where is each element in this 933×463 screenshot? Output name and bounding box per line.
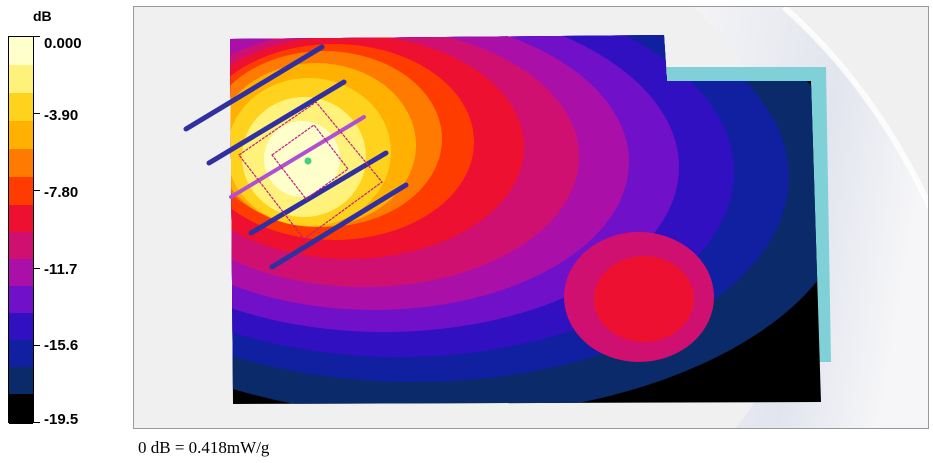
colorbar-segment [9,205,33,232]
colorbar-tick-label: -11.7 [44,262,77,278]
colorbar-tick-label: -15.6 [44,338,78,354]
sar-distribution-svg [134,7,929,429]
colorbar-tick [34,113,40,114]
colorbar-tick [34,190,40,191]
colorbar-segment [9,340,33,367]
colorbar-segment [9,259,33,286]
colorbar-segment [9,177,33,205]
colorbar [8,36,34,423]
colorbar-segment [9,121,33,149]
colorbar-tick-label: -7.80 [44,185,78,201]
colorbar-tick [34,268,40,269]
colorbar-segment [9,394,33,424]
colorbar-tick-label: -3.90 [44,108,78,124]
colorbar-segment [9,149,33,177]
colorbar-tick-label: 0.000 [44,36,82,52]
colorbar-tick [34,345,40,346]
colorbar-segment [9,367,33,394]
scale-note: 0 dB = 0.418mW/g [138,438,269,458]
colorbar-tick-label: -19.5 [44,412,78,428]
colorbar-segment [9,232,33,259]
colorbar-segment [9,93,33,121]
colorbar-tick [34,422,40,423]
legend-unit-label: dB [33,8,52,24]
probe-point [305,158,312,165]
colorbar-segment [9,286,33,313]
colorbar-segment [9,37,33,65]
colorbar-segment [9,65,33,93]
colorbar-tick [34,36,40,37]
colorbar-segment [9,313,33,340]
sar-plot-area [133,6,929,429]
